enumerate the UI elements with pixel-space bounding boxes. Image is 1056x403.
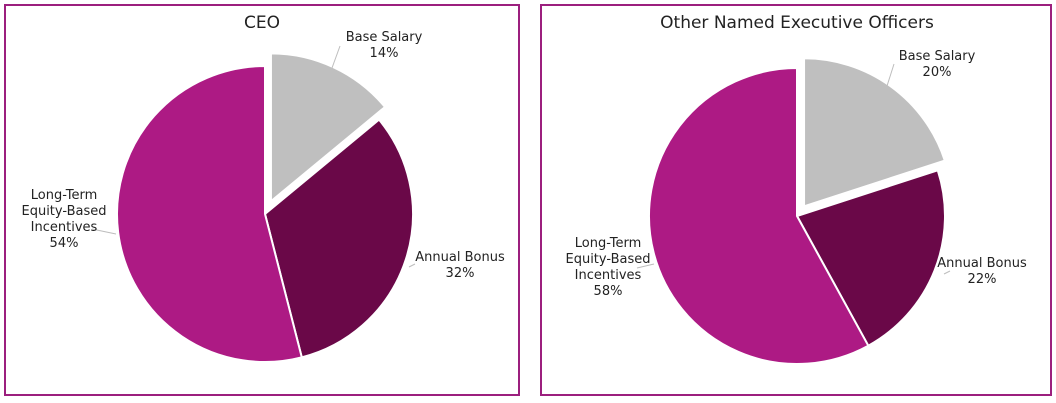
leader-line-annual-bonus (408, 263, 416, 268)
pie-slice-base-salary (269, 52, 387, 204)
slice-label-long-term-equity-based-incentives: Long-Term Equity-Based Incentives 54% (21, 188, 106, 251)
slice-label-long-term-equity-based-incentives: Long-Term Equity-Based Incentives 58% (565, 236, 650, 299)
slice-label-annual-bonus: Annual Bonus 32% (415, 250, 505, 281)
leader-line-annual-bonus (943, 270, 951, 275)
leader-line-long-term-equity-based-incentives (636, 263, 655, 269)
leader-line-long-term-equity-based-incentives (91, 228, 117, 235)
pie-slice-long-term-equity-based-incentives (648, 66, 870, 365)
pie-slice-annual-bonus (795, 169, 946, 348)
ceo-pie-chart: CEO Base Salary 14% Annual Bonus 32% Long-Ter… (21, 13, 505, 363)
chart-title: CEO (244, 13, 280, 33)
ceo-chart-panel: CEO Base Salary 14% Annual Bonus 32% Long-Ter… (4, 4, 520, 396)
neo-pie-chart: Other Named Executive Officers Base Salar… (565, 13, 1027, 365)
chart-title: Other Named Executive Officers (660, 13, 934, 33)
slice-label-base-salary: Base Salary 20% (899, 49, 976, 80)
pie-slice-long-term-equity-based-incentives (116, 64, 304, 363)
leader-line-base-salary (886, 63, 895, 87)
pie-slice-base-salary (803, 57, 947, 208)
pie-slice-annual-bonus (263, 118, 414, 359)
slice-label-annual-bonus: Annual Bonus 22% (937, 256, 1027, 287)
slice-label-base-salary: Base Salary 14% (346, 30, 423, 61)
leader-line-base-salary (331, 45, 341, 69)
neo-chart-panel: Other Named Executive Officers Base Salar… (540, 4, 1052, 396)
